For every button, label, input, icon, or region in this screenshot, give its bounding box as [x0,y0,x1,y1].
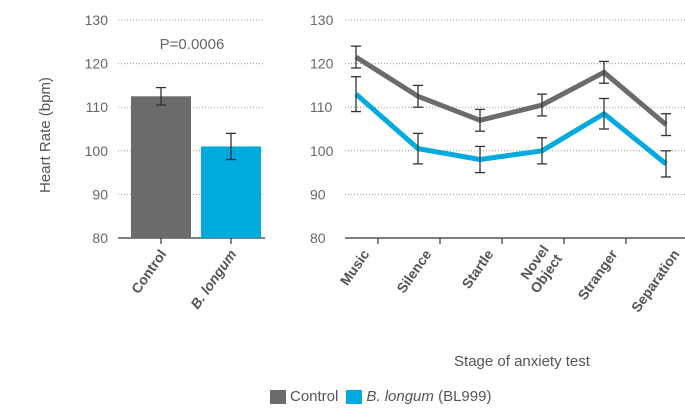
y-tick-label: 100 [310,143,334,159]
y-tick-label: 130 [310,12,334,28]
bar-1 [201,146,261,238]
x-tick-label: Startle [458,246,496,291]
y-tick-label: 110 [86,99,109,115]
legend-label-blongum: B. longum (BL999) [366,388,492,405]
y-tick-label: 80 [310,230,326,246]
y-tick-label: 80 [92,230,108,246]
x-tick-label-part: Music [337,246,373,288]
legend-swatch-blongum [346,389,363,404]
x-tick-label: Control [128,247,170,297]
bar-chart-panel: 80 90 100 110 120 130 Heart Rate (bpm) P=0.0006… [37,12,265,312]
x-tick-label: Stranger [574,246,620,303]
x-tick-label-part: Separation [628,247,683,315]
line-chart-panel: 80 90 100 110 120 130 Music Silence Startle Novel… [310,12,685,370]
y-axis-title: Heart Rate (bpm) [37,77,54,193]
y-tick-label: 110 [310,99,333,115]
y-tick-label: 120 [310,56,334,72]
series-line-0 [354,54,668,127]
x-tick-label: Music [337,246,373,288]
p-value-annotation: P=0.0006 [160,36,225,53]
legend-label-control: Control [290,388,339,405]
legend: Control B. longum (BL999) [270,388,491,405]
y-tick-label: 130 [85,12,109,28]
x-axis-title: Stage of anxiety test [454,353,591,370]
x-tick-label: Separation [628,247,683,315]
legend-swatch-control [270,389,286,404]
x-tick-label: B. longum [187,247,239,312]
y-tick-label: 90 [92,186,108,202]
x-tick-label: NovelObject [514,242,565,296]
x-tick-label-part: Stranger [574,246,620,303]
y-tick-label: 120 [85,56,109,72]
y-tick-label: 90 [310,186,326,202]
x-tick-label: Silence [393,246,434,296]
y-tick-label: 100 [85,143,109,159]
bar-0 [131,96,191,238]
series-line-1 [354,92,668,166]
x-tick-label-part: Startle [458,246,496,291]
x-tick-label-part: Silence [393,246,434,296]
